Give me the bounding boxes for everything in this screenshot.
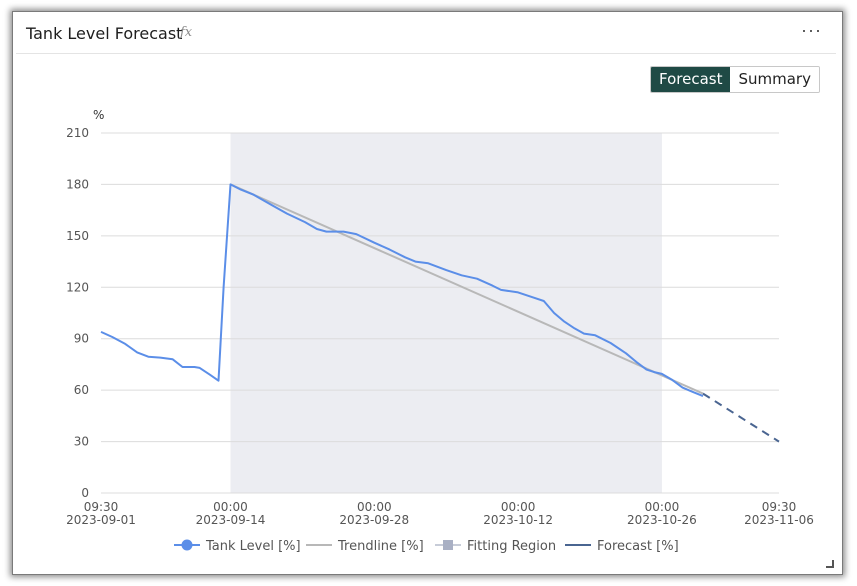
y-tick-label: 120	[66, 280, 89, 294]
x-tick-date: 2023-09-14	[196, 513, 266, 527]
y-tick-label: 150	[66, 229, 89, 243]
chart-panel: Tank Level Forecast fx ··· Forecast Summ…	[16, 15, 836, 570]
x-tick-time: 09:30	[762, 500, 797, 514]
legend-swatch-marker	[181, 539, 193, 551]
grid-layer	[101, 132, 779, 494]
x-tick-time: 00:00	[213, 500, 248, 514]
legend-label: Tank Level [%]	[205, 539, 301, 554]
fitting-region-layer	[230, 133, 662, 493]
legend-label: Forecast [%]	[597, 539, 679, 554]
legend-label: Fitting Region	[467, 539, 556, 554]
x-tick-time: 09:30	[84, 500, 119, 514]
series-layer	[100, 183, 780, 443]
x-tick-date: 2023-09-01	[66, 513, 136, 527]
x-tick-date: 2023-10-26	[627, 513, 697, 527]
x-tick-date: 2023-11-06	[744, 513, 814, 527]
legend: Tank Level [%] Trendline [%] Fitting Regio…	[174, 539, 679, 554]
y-tick-label: 30	[74, 435, 89, 449]
panel-title: Tank Level Forecast	[26, 24, 183, 43]
forecast-button[interactable]: Forecast	[651, 67, 731, 92]
y-tick-label: 90	[74, 332, 89, 346]
resize-handle[interactable]	[826, 560, 834, 568]
forecast-line	[702, 392, 780, 443]
x-tick-time: 00:00	[501, 500, 536, 514]
view-toggle: Forecast Summary	[650, 66, 820, 93]
summary-button[interactable]: Summary	[730, 67, 819, 92]
y-tick-label: 0	[81, 486, 89, 500]
x-tick-time: 00:00	[357, 500, 392, 514]
y-tick-label: 210	[66, 126, 89, 140]
y-tick-label: 180	[66, 177, 89, 191]
panel-header: Tank Level Forecast fx ···	[16, 15, 836, 54]
legend-item: Tank Level [%]	[174, 539, 301, 554]
trendline-line	[230, 183, 704, 395]
more-options-icon[interactable]: ···	[801, 20, 822, 40]
x-tick-date: 2023-10-12	[483, 513, 553, 527]
axis-labels: 030609012015018021009:302023-09-0100:002…	[66, 126, 814, 527]
fitting-region-band	[230, 133, 662, 493]
tank-level-line	[100, 183, 704, 398]
y-tick-label: 60	[74, 383, 89, 397]
y-axis-unit: %	[93, 108, 104, 122]
legend-item: Trendline [%]	[306, 539, 424, 554]
x-tick-time: 00:00	[645, 500, 680, 514]
x-tick-date: 2023-09-28	[339, 513, 409, 527]
fx-icon[interactable]: fx	[180, 25, 193, 40]
legend-label: Trendline [%]	[337, 539, 424, 554]
legend-item: Forecast [%]	[565, 539, 679, 554]
legend-item: Fitting Region	[435, 539, 556, 554]
legend-swatch-square	[443, 540, 453, 550]
tank-level-chart: % 030609012015018021009:302023-09-0100:0…	[66, 108, 814, 554]
